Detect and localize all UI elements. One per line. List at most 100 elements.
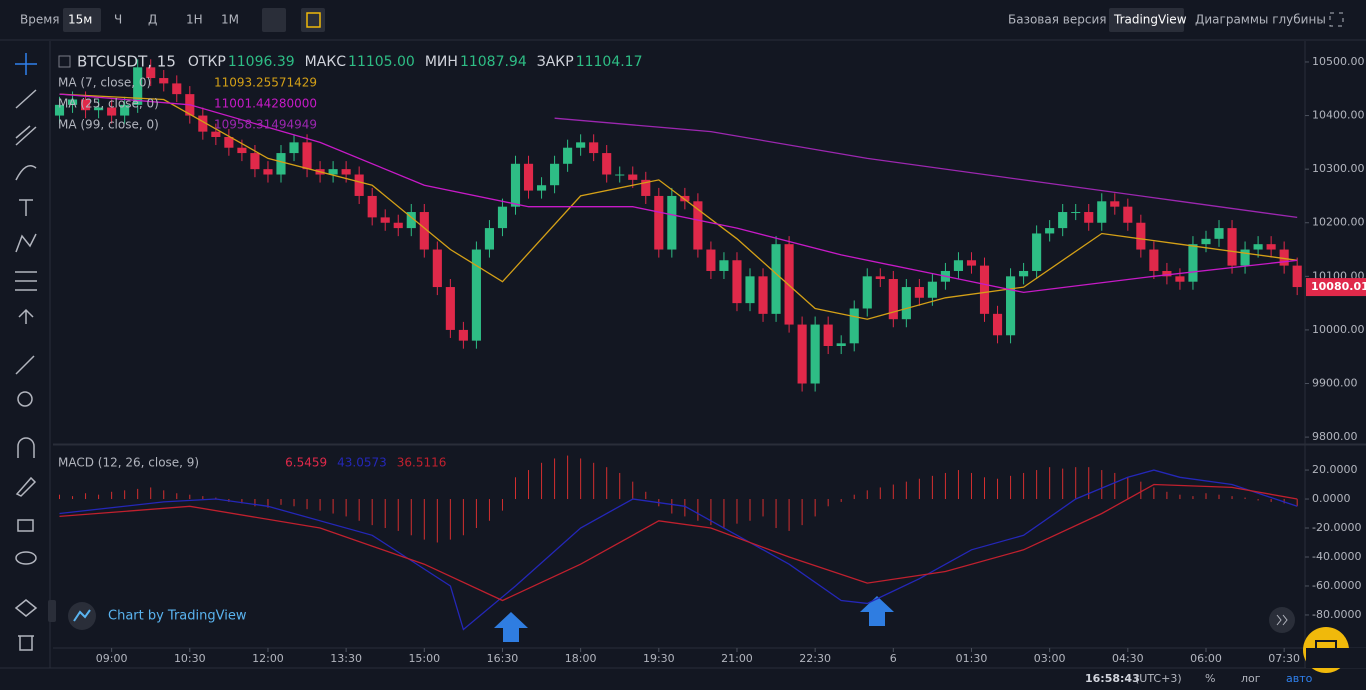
clock: 16:58:43 xyxy=(1085,672,1140,685)
candle-body xyxy=(719,260,729,271)
price-plot xyxy=(54,59,1302,392)
candle-body xyxy=(458,329,468,341)
view-button[interactable]: Диаграммы глубины xyxy=(1195,13,1326,27)
candle-body xyxy=(641,179,651,196)
indicators-button[interactable] xyxy=(301,8,325,32)
legend-icon xyxy=(58,55,71,68)
view-button[interactable]: TradingView xyxy=(1113,13,1187,27)
candle-body xyxy=(94,107,104,111)
candle-body xyxy=(1149,249,1159,271)
price-axis-cover xyxy=(1306,648,1366,668)
candle-body xyxy=(589,142,599,154)
tool-icon[interactable] xyxy=(17,519,34,532)
candle-body xyxy=(654,195,664,250)
scroll-button[interactable] xyxy=(1269,607,1295,633)
tool-icon[interactable] xyxy=(18,308,34,324)
candle-body xyxy=(667,195,677,250)
annotation-arrow xyxy=(494,612,528,642)
candle-body xyxy=(302,142,312,170)
watermark[interactable]: Chart by TradingView xyxy=(108,609,247,624)
candle-body xyxy=(693,201,703,250)
tool-icon[interactable] xyxy=(18,635,34,651)
candle-body xyxy=(901,287,911,320)
tool-icon[interactable] xyxy=(15,271,37,291)
tool-icon[interactable] xyxy=(15,53,37,75)
candle-body xyxy=(914,287,924,298)
candle-body xyxy=(237,147,247,154)
candle-body xyxy=(1032,233,1042,271)
y-tick-label: -20.0000 xyxy=(1312,521,1361,534)
tool-icon[interactable] xyxy=(15,233,37,253)
candle-body xyxy=(810,324,820,384)
tool-icon[interactable] xyxy=(15,551,37,565)
active-view-bg xyxy=(1109,8,1184,32)
tool-icon[interactable] xyxy=(15,89,37,109)
x-tick-label: 13:30 xyxy=(330,652,362,665)
tool-icon[interactable] xyxy=(15,165,37,181)
candle-body xyxy=(54,104,65,116)
y-tick-label: 9900.00 xyxy=(1312,377,1358,390)
legend-field-value: 11096.39 xyxy=(228,54,295,70)
tool-icon[interactable] xyxy=(15,125,37,146)
candle-body xyxy=(1019,270,1029,277)
candle-body xyxy=(1136,222,1146,250)
candle-body xyxy=(563,147,573,164)
candle-body xyxy=(953,260,964,271)
x-tick-label: 04:30 xyxy=(1112,652,1144,665)
last-price-box xyxy=(1306,278,1366,297)
candle-body xyxy=(615,174,625,176)
candle-body xyxy=(1175,276,1185,282)
interval-button[interactable]: 1М xyxy=(221,13,239,27)
y-tick-label: 10000.00 xyxy=(1312,323,1365,336)
x-tick-label: 06:00 xyxy=(1190,652,1222,665)
tool-icon[interactable] xyxy=(14,599,38,617)
auto-toggle[interactable]: авто xyxy=(1286,672,1313,685)
candle-body xyxy=(484,228,495,250)
interval-button[interactable]: Ч xyxy=(114,13,122,27)
legend-field-value: 11104.17 xyxy=(576,54,643,70)
candle-body xyxy=(1279,249,1289,266)
candle-body xyxy=(523,163,534,191)
tool-icons xyxy=(14,53,38,651)
candle-body xyxy=(797,324,807,384)
legend-title: BTCUSDT, 15 xyxy=(77,53,176,71)
toolbar: Время 15м Ч Д 1Н 1М Базовая версия Tradi… xyxy=(20,8,1344,32)
x-tick-label: 15:00 xyxy=(408,652,440,665)
candle-body xyxy=(263,169,273,175)
scroll-icon xyxy=(1276,614,1288,626)
y-tick-label: 9800.00 xyxy=(1312,430,1358,443)
percent-toggle[interactable]: % xyxy=(1205,672,1215,685)
logo xyxy=(68,602,96,630)
fullscreen-icon[interactable] xyxy=(1329,12,1344,27)
left-toolbar xyxy=(0,41,50,668)
candle-body xyxy=(1162,270,1172,277)
interval-button[interactable]: Д xyxy=(148,13,157,27)
collapse-handle[interactable] xyxy=(48,600,56,622)
timezone[interactable]: (UTC+3) xyxy=(1135,672,1182,685)
tool-icon[interactable] xyxy=(17,437,35,458)
tool-icon[interactable] xyxy=(19,199,33,216)
view-button[interactable]: Базовая версия xyxy=(1008,13,1106,27)
candle-body xyxy=(758,276,768,314)
moving-average xyxy=(554,117,1298,219)
ma-legend-name: MA (7, close, 0) xyxy=(58,76,151,90)
x-tick-label: 18:00 xyxy=(565,652,597,665)
moving-average xyxy=(59,93,1298,294)
interval-button[interactable]: 1Н xyxy=(186,13,203,27)
tool-icon[interactable] xyxy=(17,391,33,407)
candle-body xyxy=(510,163,521,207)
settings-button[interactable] xyxy=(262,8,286,32)
x-tick-label: 03:00 xyxy=(1034,652,1066,665)
candle-body xyxy=(380,217,390,223)
candle-body xyxy=(888,279,898,320)
legend-field-label: ОТКР xyxy=(188,54,226,70)
annotation-arrow xyxy=(860,596,894,626)
tool-icon[interactable] xyxy=(15,355,35,375)
candle-body xyxy=(745,276,755,304)
interval-button[interactable]: 15м xyxy=(68,13,92,27)
candle-body xyxy=(966,260,977,266)
log-toggle[interactable]: лог xyxy=(1241,672,1261,685)
x-tick-label: 10:30 xyxy=(174,652,206,665)
tool-icon[interactable] xyxy=(15,476,37,497)
